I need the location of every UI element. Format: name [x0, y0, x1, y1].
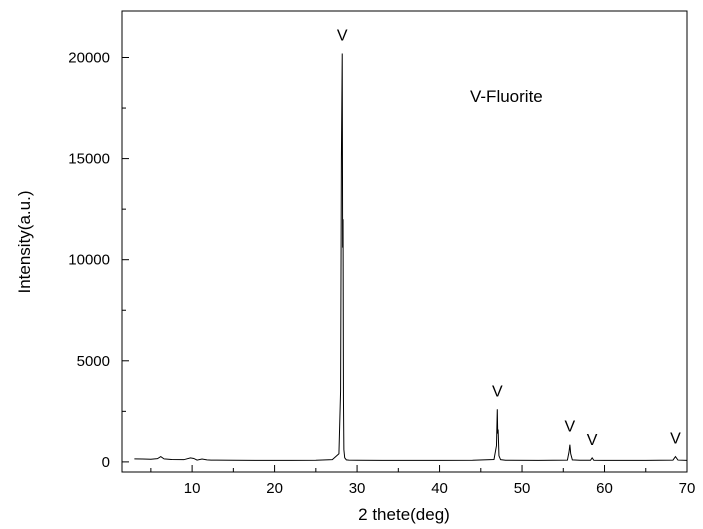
y-tick-label: 20000 — [68, 50, 110, 67]
peak-label: V — [337, 27, 348, 44]
x-tick-label: 70 — [679, 480, 696, 497]
x-tick-label: 30 — [349, 480, 366, 497]
x-tick-label: 20 — [266, 480, 283, 497]
x-axis-ticks: 10 20 30 40 50 60 70 — [150, 465, 696, 497]
peak-label: V — [492, 383, 503, 400]
peak-label: V — [565, 419, 576, 436]
x-tick-label: 10 — [184, 480, 201, 497]
y-tick-label: 15000 — [68, 151, 110, 168]
peak-label: V — [670, 431, 681, 448]
y-tick-label: 0 — [102, 454, 110, 471]
y-axis-ticks: 0 5000 10000 15000 20000 — [68, 50, 129, 471]
series-line — [134, 53, 688, 461]
y-axis-title: Intensity(a.u.) — [15, 191, 34, 294]
peak-label: V — [587, 432, 598, 449]
legend-label: V-Fluorite — [470, 87, 543, 106]
plot-frame — [121, 10, 688, 473]
x-tick-label: 60 — [596, 480, 613, 497]
y-tick-label: 10000 — [68, 252, 110, 269]
x-tick-label: 40 — [431, 480, 448, 497]
y-tick-label: 5000 — [77, 353, 110, 370]
x-tick-label: 50 — [514, 480, 531, 497]
x-axis-title: 2 thete(deg) — [358, 505, 450, 524]
